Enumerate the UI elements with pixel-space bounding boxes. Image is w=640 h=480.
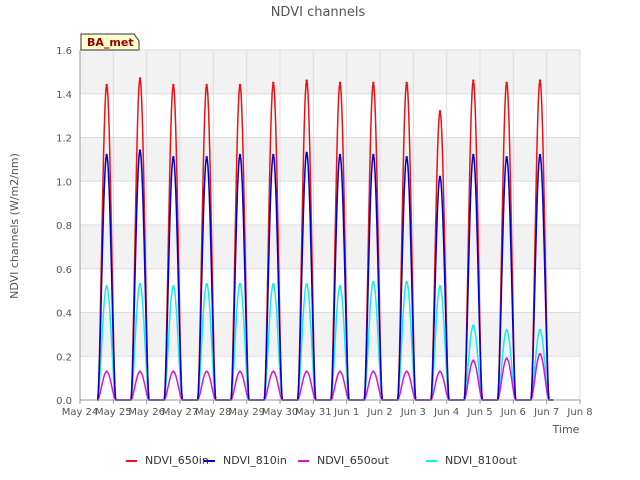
- legend: NDVI_650in NDVI_810in NDVI_650out NDVI_810o…: [126, 454, 517, 467]
- legend-label: NDVI_810out: [445, 454, 517, 467]
- x-tick-label: May 30: [262, 407, 299, 418]
- x-tick-label: Jun 8: [566, 407, 592, 418]
- y-tick-label: 0.0: [56, 396, 72, 407]
- plot-band: [80, 225, 580, 269]
- x-tick-label: Jun 3: [400, 407, 426, 418]
- legend-item: NDVI_650in: [126, 454, 209, 467]
- x-tick-label: Jun 6: [500, 407, 526, 418]
- y-tick-label: 0.4: [56, 309, 72, 320]
- plot-band: [80, 50, 580, 94]
- legend-item: NDVI_650out: [298, 454, 389, 467]
- x-tick-label: May 26: [128, 407, 165, 418]
- x-tick-label: Jun 5: [466, 407, 492, 418]
- y-tick-label: 1.2: [56, 134, 72, 145]
- plot-band: [80, 137, 580, 182]
- legend-label: NDVI_650in: [145, 454, 209, 467]
- x-tick-label: May 24: [62, 407, 99, 418]
- x-tick-label: Jun 7: [533, 407, 559, 418]
- x-tick-label: May 27: [162, 407, 199, 418]
- y-tick-label: 1.4: [56, 90, 72, 101]
- x-axis-label: Time: [552, 423, 580, 436]
- legend-label: NDVI_650out: [317, 454, 389, 467]
- x-tick-label: Jun 4: [433, 407, 459, 418]
- x-tick-label: May 28: [195, 407, 232, 418]
- plot-band: [80, 312, 580, 357]
- legend-item: NDVI_810in: [204, 454, 287, 467]
- y-axis-label: NDVI channels (W/m2/nm): [8, 153, 21, 299]
- x-tick-label: May 25: [95, 407, 132, 418]
- x-tick-label: May 31: [295, 407, 332, 418]
- y-tick-label: 0.8: [56, 221, 72, 232]
- y-tick-label: 1.0: [56, 177, 72, 188]
- annotation-box: BA_met: [80, 33, 140, 51]
- chart-title: NDVI channels: [271, 5, 366, 20]
- y-tick-label: 0.6: [56, 265, 72, 276]
- x-tick-label: Jun 1: [333, 407, 359, 418]
- legend-label: NDVI_810in: [223, 454, 287, 467]
- legend-item: NDVI_810out: [426, 454, 517, 467]
- y-tick-label: 0.2: [56, 352, 72, 363]
- y-tick-label: 1.6: [56, 46, 72, 57]
- annotation-label: BA_met: [87, 36, 134, 49]
- x-tick-label: May 29: [228, 407, 265, 418]
- x-tick-label: Jun 2: [366, 407, 392, 418]
